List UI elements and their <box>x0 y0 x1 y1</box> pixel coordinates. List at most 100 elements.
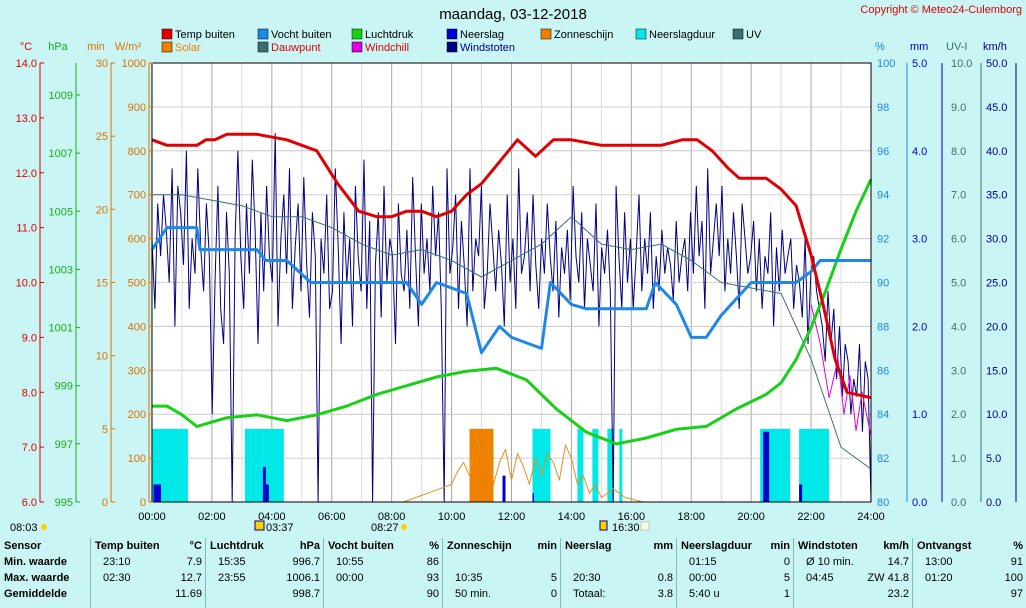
axis-tick-label-solar: 400 <box>128 321 146 333</box>
rain-bar <box>799 484 803 502</box>
axis-tick-label-pressure: 1009 <box>49 90 73 102</box>
axis-tick-label-temp: 12.0 <box>16 168 37 180</box>
axis-tick-label-uv: 8.0 <box>951 146 966 158</box>
stats-row: 00:00 5 <box>677 570 794 586</box>
statistics-table: Sensor Min. waarde Max. waarde Gemiddelde Te… <box>0 538 1026 608</box>
axis-tick-label-rain: 2.0 <box>912 321 927 333</box>
stats-cell-value: 998.7 <box>292 588 320 600</box>
stats-row: 5:40 u 1 <box>677 586 794 602</box>
stats-cell-time: 13:00 <box>925 556 953 568</box>
stats-header-label: Sensor <box>4 540 42 552</box>
axis-unit-uv: UV-I <box>946 41 967 53</box>
sunrise-icon <box>401 524 407 530</box>
x-tick-label: 10:00 <box>438 511 466 523</box>
stats-row <box>561 554 677 570</box>
copyright-text[interactable]: Copyright © Meteo24-Culemborg <box>860 4 1022 16</box>
stats-cell-time: 04:45 <box>806 572 834 584</box>
stats-cell-value: 5 <box>550 572 557 584</box>
stats-cell-time: Max. waarde <box>4 572 70 584</box>
stats-header: Luchtdruk hPa <box>206 538 324 554</box>
axis-tick-label-uv: 10.0 <box>951 58 972 70</box>
axis-tick-label-pressure: 1003 <box>49 264 73 276</box>
axis-tick-label-temp: 10.0 <box>16 278 37 290</box>
axis-tick-label-humidity: 92 <box>877 234 889 246</box>
legend-label: Windstoten <box>460 42 515 54</box>
axis-tick-label-temp: 9.0 <box>22 332 37 344</box>
sunrise-label: 08:27 <box>371 522 399 534</box>
stats-row: 23.2 <box>794 586 913 602</box>
stats-cell-time: 02:30 <box>103 572 131 584</box>
legend-label: Temp buiten <box>175 29 235 41</box>
x-tick-label: 02:00 <box>198 511 226 523</box>
legend-swatch <box>351 28 363 40</box>
rain-duration-bar <box>619 428 623 502</box>
axis-tick-label-uv: 5.0 <box>951 278 966 290</box>
axis-tick-label-temp: 8.0 <box>22 387 37 399</box>
stats-header-label: Windstoten <box>798 540 858 552</box>
series-line-temp-buiten <box>151 132 872 400</box>
axis-tick-label-pressure: 999 <box>55 381 73 393</box>
stats-row: Min. waarde <box>0 554 90 570</box>
rain-duration-bar <box>244 428 251 502</box>
axis-tick-label-temp: 7.0 <box>22 442 37 454</box>
stats-header-label: Neerslag <box>565 540 612 552</box>
stats-header: Temp buiten °C <box>91 538 206 554</box>
axis-tick-label-pressure: 1007 <box>49 148 73 160</box>
stats-cell-value: 23.2 <box>887 588 909 600</box>
axis-tick-label-humidity: 82 <box>877 453 889 465</box>
rain-duration-bar <box>577 428 584 502</box>
stats-header-label: Neerslagduur <box>681 540 752 552</box>
stats-header-label: Ontvangst <box>917 540 972 552</box>
axis-tick-label-uv: 0.0 <box>951 497 966 509</box>
stats-column: Neerslagduur min 01:15 0 00:00 5 5:40 u 1 <box>676 538 794 608</box>
stats-header: Zonneschijn min <box>443 538 561 554</box>
stats-row: Totaal: 3.8 <box>561 586 677 602</box>
axis-tick-label-uv: 7.0 <box>951 190 966 202</box>
axis-tick-label-wind: 25.0 <box>986 278 1007 290</box>
axis-tick-label-uv: 6.0 <box>951 234 966 246</box>
stats-row: Ø 10 min. 14.7 <box>794 554 913 570</box>
stats-header-unit: hPa <box>299 540 320 552</box>
axis-tick-label-minutes: 0 <box>102 497 108 509</box>
stats-row: 90 <box>324 586 443 602</box>
axis-tick-label-wind: 5.0 <box>986 453 1001 465</box>
stats-cell-value: ZW 41.8 <box>867 572 909 584</box>
stats-header: Ontvangst% <box>913 538 1026 554</box>
rain-bar <box>262 466 266 502</box>
stats-row: 01:15 0 <box>677 554 794 570</box>
stats-cell-time: 00:00 <box>336 572 364 584</box>
axis-tick-label-wind: 30.0 <box>986 234 1007 246</box>
stats-column: Vocht buiten% 10:55 86 00:00 93 90 <box>323 538 443 608</box>
moonrise-label: 03:37 <box>266 522 294 534</box>
x-tick-label: 18:00 <box>677 511 705 523</box>
axis-unit-minutes: min <box>87 41 105 53</box>
axis-tick-label-minutes: 30 <box>96 58 108 70</box>
stats-row: 998.7 <box>206 586 324 602</box>
axis-tick-label-minutes: 5 <box>102 424 108 436</box>
legend-label: Luchtdruk <box>365 29 414 41</box>
rain-duration-bar <box>532 428 551 502</box>
stats-cell-value: 3.8 <box>657 588 673 600</box>
stats-cell-value: 0 <box>783 556 790 568</box>
axis-tick-label-temp: 13.0 <box>16 113 37 125</box>
stats-cell-value: 14.7 <box>887 556 909 568</box>
stats-cell-time: 20:30 <box>573 572 601 584</box>
x-tick-label: 06:00 <box>318 511 346 523</box>
stats-cell-value: 1006.1 <box>286 572 320 584</box>
axis-tick-label-pressure: 1001 <box>49 323 73 335</box>
stats-row: 10:55 86 <box>324 554 443 570</box>
stats-cell-time: 10:55 <box>336 556 364 568</box>
axis-tick-label-uv: 3.0 <box>951 365 966 377</box>
stats-row: 01:20 100 <box>913 570 1026 586</box>
stats-cell-time: 50 min. <box>455 588 492 600</box>
axis-tick-label-uv: 4.0 <box>951 321 966 333</box>
stats-header-unit: min <box>537 540 557 552</box>
stats-column: Neerslag mm 20:30 0.8 Totaal: 3.8 <box>560 538 677 608</box>
date-marker-left: 08:03 <box>10 522 38 534</box>
stats-cell-value: 86 <box>426 556 439 568</box>
axis-tick-label-rain: 5.0 <box>912 58 927 70</box>
legend-swatch <box>540 28 552 40</box>
axis-tick-label-solar: 1000 <box>122 58 146 70</box>
series-line-dauwpunt <box>152 194 872 470</box>
stats-header-unit: km/h <box>883 540 909 552</box>
